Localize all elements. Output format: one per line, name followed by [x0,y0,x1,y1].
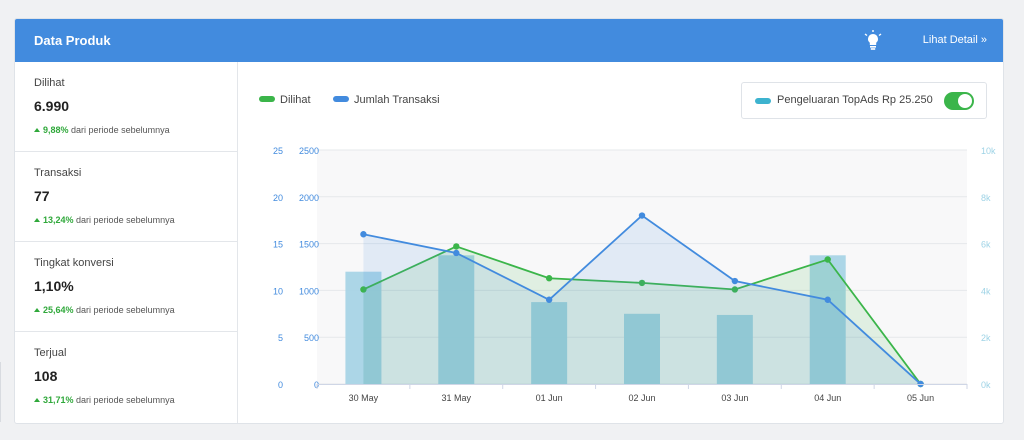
y-tick-label-transaksi: 20 [273,193,283,203]
y-tick-label-topads: 6k [981,240,991,250]
legend-label: Jumlah Transaksi [354,94,440,106]
stat-change-percent: 31,71% [43,395,74,405]
arrow-up-icon [34,398,40,402]
lightbulb-icon[interactable] [863,29,883,51]
y-tick-label-dilihat: 0 [314,380,319,390]
legend-jumlah-transaksi[interactable]: Jumlah Transaksi [333,94,440,106]
x-tick-label: 30 May [349,393,379,403]
point-jumlah-transaksi [360,231,367,238]
stat-change-suffix: dari periode sebelumnya [76,215,175,225]
y-tick-label-topads: 10k [981,146,996,156]
y-tick-label-topads: 0k [981,380,991,390]
legend-label: Dilihat [280,94,311,106]
x-tick-label: 03 Jun [721,393,748,403]
bar-topads [531,302,568,384]
y-tick-label-transaksi: 25 [273,146,283,156]
y-tick-label-dilihat: 2500 [299,146,319,156]
stat-change-percent: 13,24% [43,215,74,225]
arrow-up-icon [34,308,40,312]
point-dilihat [453,243,460,250]
x-tick-label: 04 Jun [814,393,841,403]
stat-tingkat-konversi: Tingkat konversi 1,10% 25,64% dari perio… [15,242,237,332]
stat-change-suffix: dari periode sebelumnya [76,395,175,405]
toggle-knob [958,94,972,108]
page-edge-divider [0,362,1,422]
x-tick-label: 31 May [442,393,472,403]
stat-label: Terjual [34,347,67,359]
stat-change: 31,71% dari periode sebelumnya [34,395,175,405]
bar-topads [624,313,660,384]
bar-topads [716,314,753,384]
stats-panel: Dilihat 6.990 9,88% dari periode sebelum… [15,62,238,423]
area-dilihat [363,246,921,384]
topads-label: Pengeluaran TopAds Rp 25.250 [777,94,933,106]
stat-change-suffix: dari periode sebelumnya [71,125,170,135]
stat-change-percent: 25,64% [43,305,74,315]
point-dilihat [360,286,367,293]
legend-dilihat[interactable]: Dilihat [259,94,311,106]
stat-value: 1,10% [34,278,74,294]
stat-terjual: Terjual 108 31,71% dari periode sebelumn… [15,332,237,422]
stat-change-suffix: dari periode sebelumnya [76,305,175,315]
x-tick-label: 02 Jun [628,393,655,403]
topads-legend-box: Pengeluaran TopAds Rp 25.250 [741,82,987,119]
x-tick-label: 01 Jun [536,393,563,403]
stat-value: 6.990 [34,98,70,114]
area-jumlah-transaksi [363,215,921,384]
y-tick-label-topads: 4k [981,286,991,296]
legend-swatch-blue [333,96,349,102]
topads-toggle[interactable] [944,92,974,110]
y-tick-label-transaksi: 0 [278,380,283,390]
stat-value: 108 [34,368,58,384]
y-tick-label-dilihat: 1000 [299,286,319,296]
y-tick-label-transaksi: 10 [273,286,283,296]
point-jumlah-transaksi [638,212,646,219]
arrow-up-icon [34,128,40,132]
y-tick-label-dilihat: 2000 [299,193,319,203]
data-produk-chart: 0 5 10 15 20 25 0 500 1000 1500 2000 2500 0k 2k 4k 6k 8k… [273,146,996,403]
point-dilihat [731,286,739,293]
stat-change: 25,64% dari periode sebelumnya [34,305,175,315]
point-dilihat [638,279,646,287]
legend-swatch-teal [755,98,771,104]
bar-topads [438,255,475,384]
stat-dilihat: Dilihat 6.990 9,88% dari periode sebelum… [15,62,237,152]
stat-label: Transaksi [34,167,82,179]
card-title: Data Produk [34,33,111,48]
y-tick-label-transaksi: 15 [273,240,283,250]
point-dilihat [545,275,553,282]
stat-value: 77 [34,188,50,204]
arrow-up-icon [34,218,40,222]
card-header: Data Produk Lihat Detail » [15,19,1003,62]
data-produk-card: Data Produk Lihat Detail » Dilihat 6.990… [14,18,1004,424]
point-jumlah-transaksi [731,277,739,285]
y-tick-label-dilihat: 500 [304,333,319,343]
lihat-detail-link[interactable]: Lihat Detail » [922,34,987,46]
point-jumlah-transaksi [453,249,460,257]
stat-change: 9,88% dari periode sebelumnya [34,125,170,135]
stat-label: Tingkat konversi [34,257,114,269]
stat-transaksi: Transaksi 77 13,24% dari periode sebelum… [15,152,237,242]
stat-change-percent: 9,88% [43,125,69,135]
legend-swatch-green [259,96,275,102]
stat-label: Dilihat [34,77,65,89]
x-tick-label: 05 Jun [907,393,934,403]
y-tick-label-topads: 2k [981,333,991,343]
stat-change: 13,24% dari periode sebelumnya [34,215,175,225]
point-jumlah-transaksi [824,296,831,303]
point-jumlah-transaksi [545,296,553,303]
y-tick-label-topads: 8k [981,193,991,203]
y-tick-label-dilihat: 1500 [299,240,319,250]
y-tick-label-transaksi: 5 [278,333,283,343]
point-dilihat [824,256,831,263]
